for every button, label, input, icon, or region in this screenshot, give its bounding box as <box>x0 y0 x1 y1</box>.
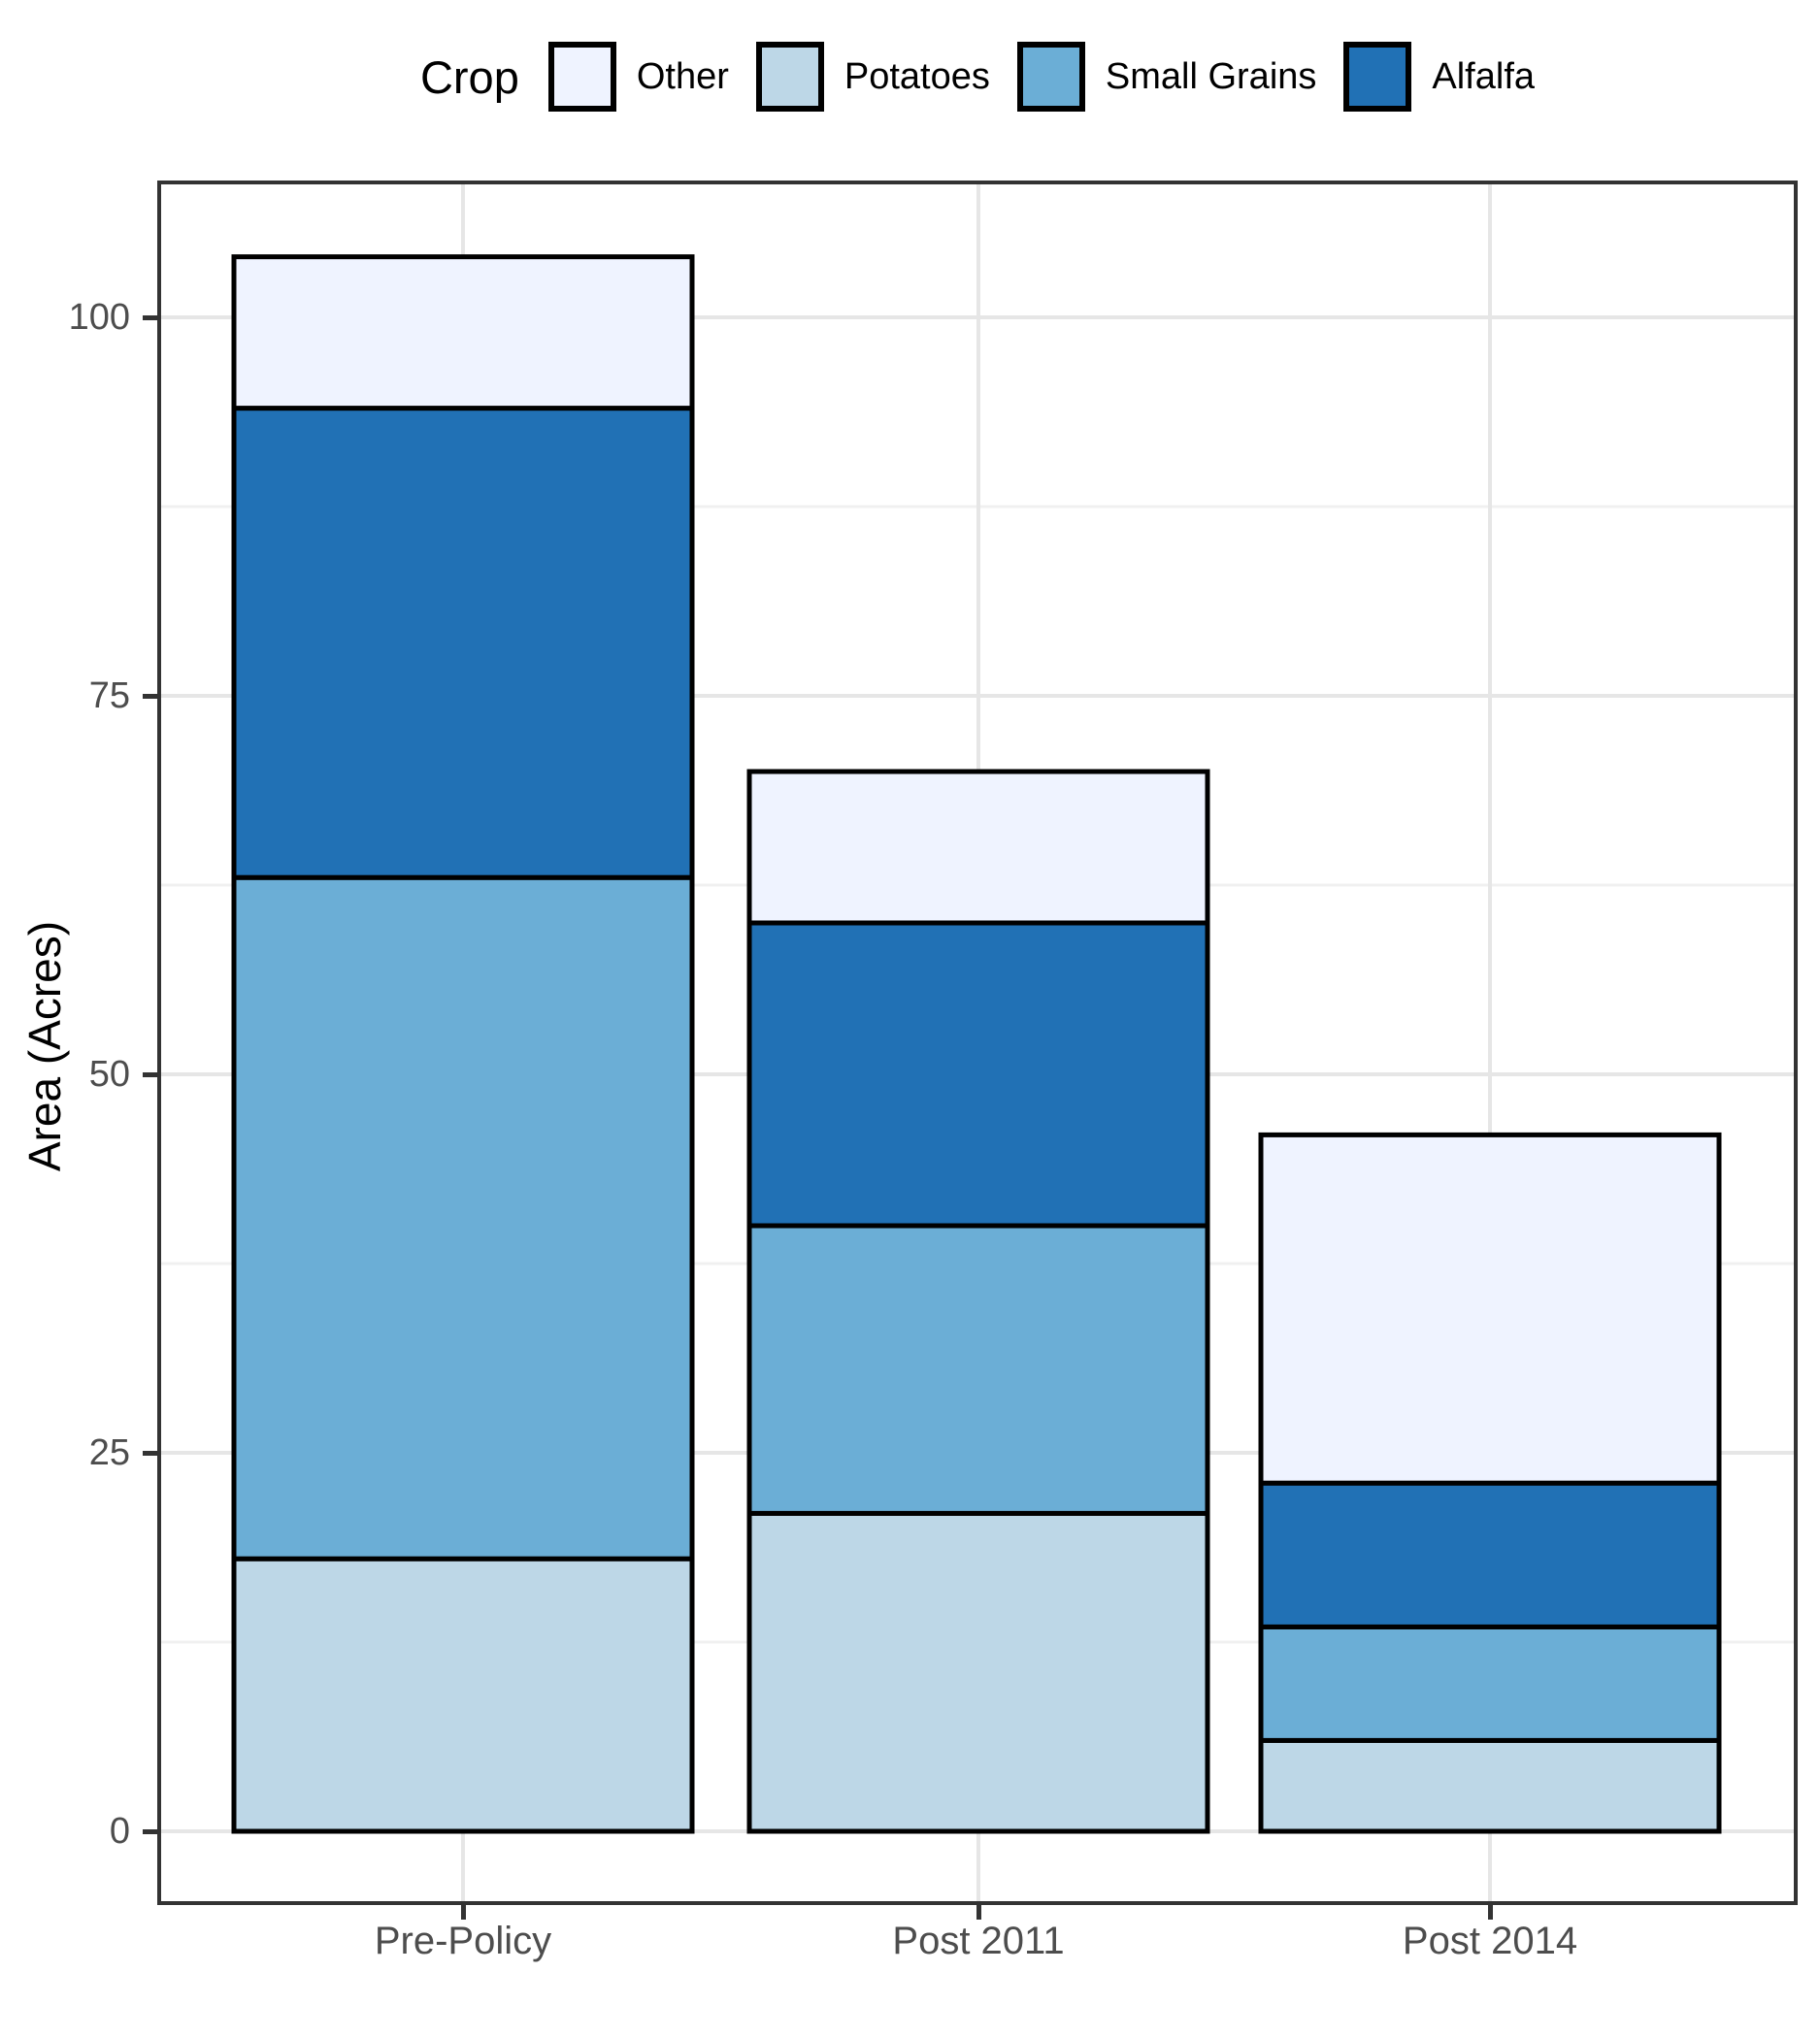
x-axis-tick <box>1488 1905 1493 1920</box>
y-tick-label: 75 <box>88 675 130 716</box>
x-axis-tick <box>461 1905 466 1920</box>
bar-segment-small-grains-pre-policy <box>231 874 695 1561</box>
legend-swatch-alfalfa <box>1343 42 1412 112</box>
legend-swatch-other <box>547 42 616 112</box>
legend-item-potatoes: Potatoes <box>755 42 990 112</box>
y-axis-tick <box>143 1829 157 1834</box>
legend-label: Alfalfa <box>1432 56 1536 97</box>
legend-label: Potatoes <box>844 56 990 97</box>
bar-segment-alfalfa-post-2014 <box>1258 1480 1722 1629</box>
stacked-bar-chart <box>161 184 1794 1901</box>
bar-segment-potatoes-post-2014 <box>1258 1737 1722 1834</box>
x-tick-label-post-2011: Post 2011 <box>892 1920 1065 1962</box>
y-axis-title: Area (Acres) <box>19 920 70 1172</box>
bar-segment-other-pre-policy <box>231 254 695 411</box>
bar-segment-other-post-2014 <box>1258 1132 1722 1486</box>
legend: Crop Other Potatoes Small Grains Alfalfa <box>157 25 1798 128</box>
bar-segment-alfalfa-pre-policy <box>231 406 695 880</box>
bar-segment-small-grains-post-2014 <box>1258 1624 1722 1743</box>
bar-segment-alfalfa-post-2011 <box>746 920 1210 1229</box>
y-axis-tick <box>143 315 157 320</box>
legend-label: Other <box>636 56 729 97</box>
legend-item-alfalfa: Alfalfa <box>1343 42 1535 112</box>
x-axis-tick <box>976 1905 981 1920</box>
legend-item-other: Other <box>547 42 729 112</box>
legend-label: Small Grains <box>1105 56 1317 97</box>
y-tick-label: 50 <box>88 1054 130 1095</box>
bar-segment-potatoes-post-2011 <box>746 1510 1210 1834</box>
legend-title: Crop <box>419 50 519 103</box>
bar-segment-potatoes-pre-policy <box>231 1556 695 1834</box>
y-axis-tick <box>143 694 157 699</box>
x-tick-label-pre-policy: Pre-Policy <box>374 1920 552 1962</box>
x-tick-label-post-2014: Post 2014 <box>1402 1920 1578 1962</box>
plot-panel <box>157 181 1798 1905</box>
y-tick-label: 0 <box>109 1811 130 1852</box>
bar-segment-other-post-2011 <box>746 769 1210 926</box>
y-axis-tick <box>143 1072 157 1077</box>
bar-segment-small-grains-post-2011 <box>746 1223 1210 1516</box>
y-axis-tick <box>143 1451 157 1456</box>
legend-swatch-small-grains <box>1016 42 1085 112</box>
y-tick-label: 100 <box>68 297 130 338</box>
legend-swatch-potatoes <box>755 42 824 112</box>
legend-item-small-grains: Small Grains <box>1016 42 1317 112</box>
y-tick-label: 25 <box>88 1432 130 1473</box>
